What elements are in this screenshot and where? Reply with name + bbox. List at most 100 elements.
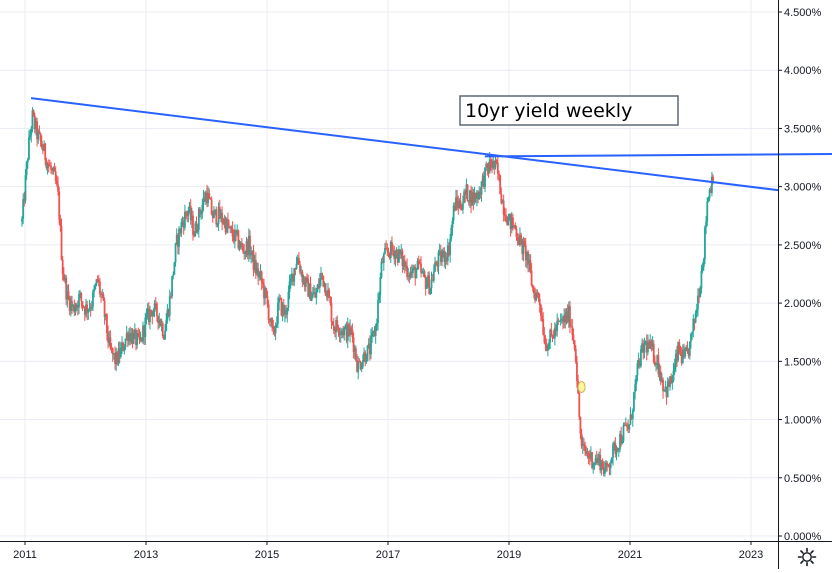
candle-body: [660, 379, 663, 382]
candle-body: [68, 297, 71, 311]
candle-body: [117, 348, 120, 364]
candle-body: [336, 320, 339, 329]
candle-body: [614, 443, 617, 455]
candle-body: [491, 164, 493, 169]
candle-body: [687, 349, 690, 356]
candle-body: [555, 327, 557, 331]
candle-body: [112, 353, 115, 355]
candle-body: [580, 433, 583, 446]
candle-body: [598, 454, 600, 459]
candle-body: [207, 193, 210, 204]
candle-body: [596, 458, 599, 463]
candle-body: [631, 410, 634, 419]
candle-body: [175, 234, 178, 244]
x-tick-label: 2019: [497, 549, 521, 561]
candle-body: [270, 318, 272, 322]
candle-body: [345, 325, 348, 341]
candle-body: [21, 218, 23, 222]
candle-body: [417, 260, 420, 263]
trendlines: [30, 97, 832, 192]
candle-body: [434, 262, 436, 272]
candle-body: [578, 393, 581, 418]
candle-body: [373, 330, 376, 337]
candle-body: [605, 462, 607, 470]
candle-body: [274, 325, 277, 334]
candle-body: [268, 320, 271, 322]
candle-body: [82, 306, 85, 308]
candle-body: [238, 247, 241, 249]
candle-body: [686, 347, 689, 350]
candle-body: [647, 342, 649, 353]
candle-body: [29, 135, 32, 138]
candle-body: [453, 205, 456, 211]
candle-body: [642, 343, 645, 353]
candle-body: [295, 263, 298, 269]
horizontal-trendline: [484, 153, 832, 158]
candle-body: [386, 248, 389, 252]
candle-body: [152, 312, 155, 317]
candle-body: [96, 279, 99, 281]
candle-body: [608, 465, 611, 469]
gear-icon[interactable]: [796, 546, 818, 568]
candle-body: [356, 360, 358, 372]
candle-body: [501, 200, 504, 204]
candle-body: [430, 279, 433, 289]
candle-body: [457, 202, 460, 209]
candle-body: [402, 260, 405, 266]
candle-body: [157, 315, 159, 324]
candle-body: [685, 347, 688, 352]
candle-body: [50, 165, 52, 170]
candle-body: [45, 160, 48, 169]
candle-body: [266, 295, 269, 305]
candle-body: [651, 343, 654, 347]
candle-body: [257, 268, 260, 278]
candle-body: [410, 271, 413, 274]
candle-body: [193, 234, 196, 237]
candle-body: [139, 337, 142, 340]
candle-body: [42, 147, 44, 151]
candle-body: [81, 301, 84, 307]
candle-body: [530, 270, 533, 286]
candle-body: [197, 208, 200, 230]
candle-body: [171, 276, 173, 297]
candle-body: [87, 309, 90, 313]
candle-body: [692, 318, 695, 332]
candle-body: [95, 279, 98, 286]
candle-body: [620, 434, 623, 444]
candle-body: [422, 271, 425, 273]
candle-body: [633, 392, 635, 411]
candle-body: [231, 228, 234, 237]
candle-body: [602, 467, 605, 475]
candle-body: [247, 235, 250, 256]
candle-body: [566, 311, 569, 322]
candle-body: [670, 376, 673, 384]
candle-body: [61, 259, 64, 275]
candle-body: [321, 272, 324, 276]
candle-body: [372, 330, 375, 334]
candle-body: [290, 273, 293, 279]
candle-body: [665, 386, 668, 398]
candle-body: [510, 217, 513, 230]
candle-body: [666, 381, 669, 398]
candle-body: [361, 360, 364, 367]
candle-body: [448, 245, 450, 255]
candle-body: [343, 328, 346, 336]
candle-body: [395, 250, 398, 254]
candle-body: [528, 259, 531, 265]
candle-body: [169, 296, 172, 298]
candle-body: [698, 295, 701, 298]
candle-body: [121, 342, 123, 348]
candle-body: [181, 221, 184, 223]
candle-body: [292, 273, 294, 282]
candle-body: [106, 314, 108, 334]
candle-body: [301, 271, 304, 283]
candle-body: [258, 274, 261, 278]
candle-body: [133, 329, 136, 333]
candle-body: [187, 210, 190, 216]
candle-body: [671, 380, 674, 384]
y-tick-label: 2.000%: [784, 298, 822, 310]
candle-body: [36, 121, 38, 140]
candle-body: [645, 341, 648, 353]
candle-body: [85, 304, 87, 315]
candle-body: [124, 339, 127, 348]
